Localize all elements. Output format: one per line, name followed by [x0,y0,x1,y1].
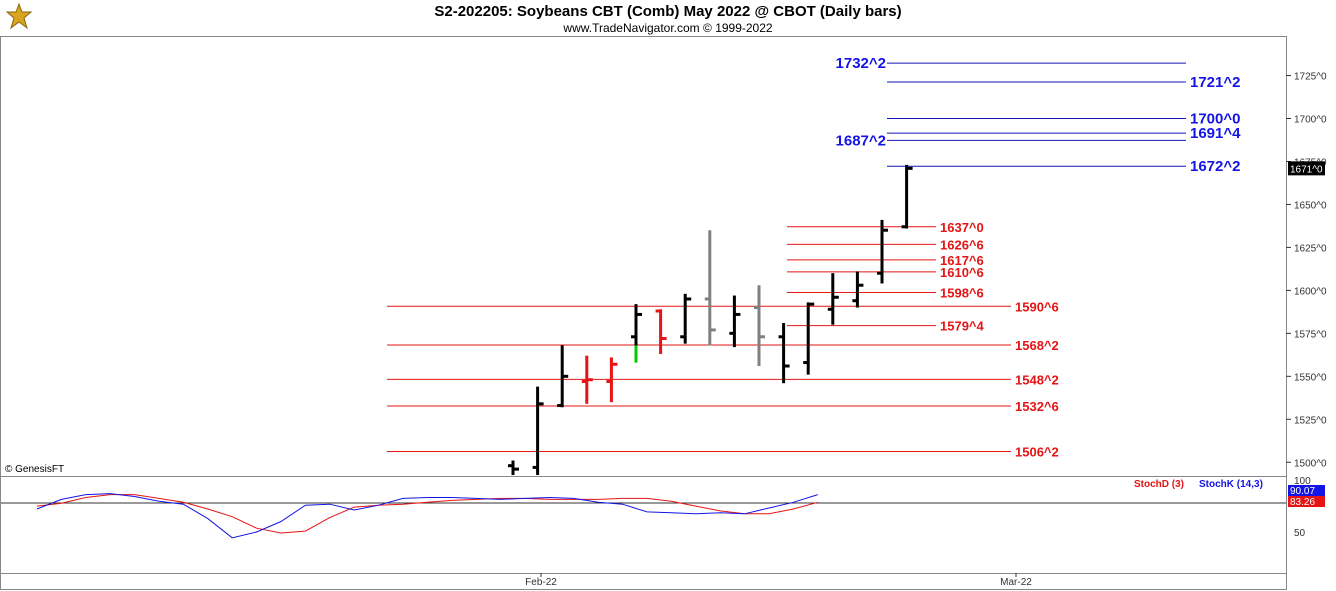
stochk-line [36,493,818,539]
support-label: 1568^2 [1015,338,1059,353]
resistance-label: 1687^2 [836,132,886,149]
support-label: 1506^2 [1015,445,1059,460]
price-bar [729,295,741,348]
support-label: 1598^6 [940,286,984,301]
stoch-tick-label: 50 [1294,528,1306,539]
price-bar [852,271,864,308]
price-bar [631,304,642,363]
stochk-last-label: 90.07 [1290,486,1315,497]
support-label: 1626^6 [940,237,984,252]
price-bar [754,285,765,366]
resistance-label: 1691^4 [1190,125,1241,142]
price-bar [532,386,544,475]
price-bar [877,219,888,284]
resistance-label: 1700^0 [1190,111,1240,128]
price-axis: 1500^0 1525^0 1550^0 1575^0 1600^0 1625^0 1650… [5,72,1327,475]
price-bar [606,357,618,403]
watermark: © GenesisFT [5,464,64,475]
price-bar [827,273,839,325]
price-bar [704,230,716,346]
price-bar [655,309,667,354]
support-label: 1579^4 [940,319,985,334]
price-tick-label: 1525^0 [1294,415,1327,426]
price-bar [680,293,692,344]
price-tick-label: 1625^0 [1294,243,1327,254]
chart-header: S2-202205: Soybeans CBT (Comb) May 2022 … [0,0,1336,36]
stochd-last-box [1288,496,1325,507]
price-tick-label: 1500^0 [1294,458,1327,469]
price-bar [901,164,913,229]
price-tick-label: 1550^0 [1294,372,1327,383]
time-axis-border [0,573,1287,590]
support-label: 1532^6 [1015,399,1059,414]
price-bar [778,323,790,384]
price-bars [508,164,913,475]
resistance-label: 1721^2 [1190,74,1240,91]
price-tick-label: 1575^0 [1294,329,1327,340]
price-tick-label: 1600^0 [1294,286,1327,297]
genesis-logo-icon [5,2,33,30]
stochd-last-label: 83.26 [1290,497,1315,508]
stochk-legend: StochK (14,3) [1199,479,1263,490]
price-bar [557,345,569,408]
time-axis: Feb-22 Mar-22 [525,573,1032,588]
price-bar [581,355,593,404]
support-label: 1617^6 [940,253,984,268]
stochk-last-box [1288,485,1325,496]
price-tick-label: 1700^0 [1294,115,1327,126]
chart-title: S2-202205: Soybeans CBT (Comb) May 2022 … [434,3,902,20]
price-panel-border [0,36,1287,477]
last-price-label: 1671^0 [1290,164,1323,175]
support-label: 1590^6 [1015,299,1059,314]
price-tick-label: 1650^0 [1294,200,1327,211]
price-bar [508,460,519,475]
stoch-panel-border [0,476,1287,574]
resistance-label: 1732^2 [836,55,886,72]
price-tick-label: 1725^0 [1294,72,1327,83]
time-tick-label: Mar-22 [1000,577,1032,588]
time-tick-label: Feb-22 [525,577,557,588]
stoch-tick-label: 100 [1294,476,1311,487]
stochd-legend: StochD (3) [1134,479,1184,490]
chart-subtitle: www.TradeNavigator.com © 1999-2022 [563,21,773,35]
support-label: 1610^6 [940,265,984,280]
resistance-label: 1672^2 [1190,158,1240,175]
stochd-line [36,494,818,534]
support-label: 1637^0 [940,220,984,235]
last-price-box [1288,161,1325,176]
price-bar [803,302,815,375]
support-label: 1548^2 [1015,372,1059,387]
